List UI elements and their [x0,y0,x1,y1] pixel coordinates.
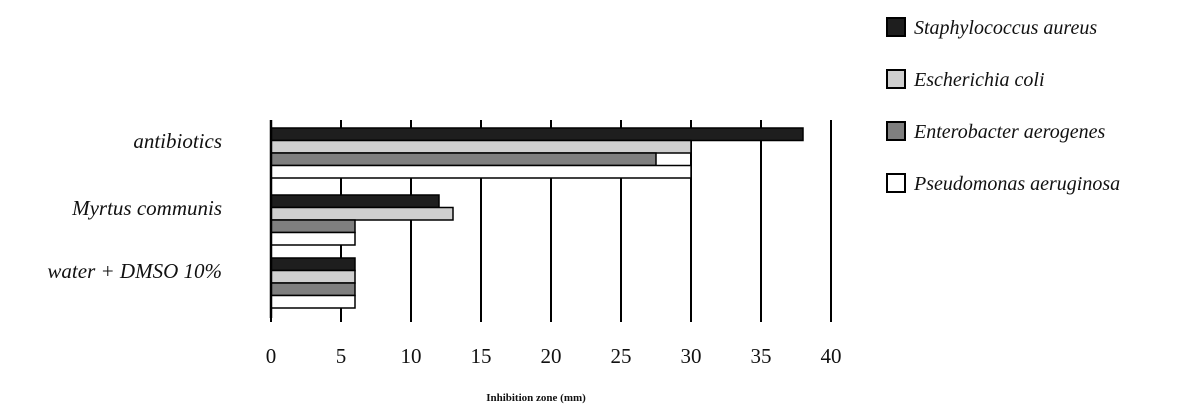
bar-antibiotics-staphylococcus-aureus [270,127,804,142]
legend-swatch-enterobacter-aerogenes [886,121,906,141]
x-axis-label: Inhibition zone (mm) [486,392,586,404]
bar-water-dmso-10-pseudomonas-aeruginosa [270,294,356,309]
legend-label-pseudomonas-aeruginosa: Pseudomonas aeruginosa [913,173,1120,195]
category-label-water-dmso-10: water + DMSO 10% [47,259,222,283]
x-tick-label-5: 5 [336,344,347,368]
bars [270,127,804,309]
bar-myrtus-communis-staphylococcus-aureus [270,194,440,209]
bar-antibiotics-enterobacter-aerogenes [270,152,657,167]
category-label-antibiotics: antibiotics [133,129,222,153]
x-tick-labels: 0 5 10 15 20 25 30 35 40 [266,344,842,368]
legend-label-enterobacter-aerogenes: Enterobacter aerogenes [913,121,1105,143]
bar-myrtus-communis-pseudomonas-aeruginosa [270,231,356,246]
legend-swatch-escherichia-coli [886,69,906,89]
legend-label-staphylococcus-aureus: Staphylococcus aureus [914,17,1097,39]
bar-water-dmso-10-enterobacter-aerogenes [270,282,356,297]
x-tick-label-20: 20 [541,344,562,368]
legend-label-escherichia-coli: Escherichia coli [913,69,1045,91]
x-tick-label-30: 30 [681,344,702,368]
bar-antibiotics-escherichia-coli [270,139,692,154]
bar-antibiotics-pseudomonas-aeruginosa [270,164,692,179]
x-tick-label-15: 15 [471,344,492,368]
x-tick-label-40: 40 [821,344,842,368]
x-tick-label-0: 0 [266,344,277,368]
legend: Staphylococcus aureus Escherichia coli Ent… [886,17,1120,195]
x-tick-label-35: 35 [751,344,772,368]
x-tick-label-10: 10 [401,344,422,368]
bar-myrtus-communis-enterobacter-aerogenes [270,219,356,234]
legend-swatch-staphylococcus-aureus [886,17,906,37]
bar-water-dmso-10-staphylococcus-aureus [270,257,356,272]
legend-swatch-pseudomonas-aeruginosa [886,173,906,193]
axes [269,120,832,322]
category-labels: antibiotics Myrtus communis water + DMSO 1… [47,129,222,283]
bar-myrtus-communis-escherichia-coli [270,206,454,221]
category-label-myrtus-communis: Myrtus communis [71,196,222,220]
x-tick-label-25: 25 [611,344,632,368]
bar-water-dmso-10-escherichia-coli [270,269,356,284]
